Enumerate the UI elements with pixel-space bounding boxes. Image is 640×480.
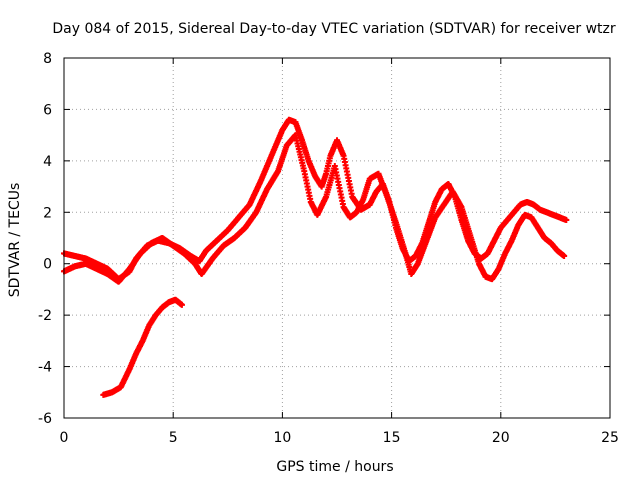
y-tick-label: -4: [38, 360, 52, 376]
ticks: 0 5 10 15 20 25 -6 -4 -2 0 2 4 6 8: [38, 51, 619, 446]
x-tick-label: 25: [601, 430, 619, 446]
y-axis-label: SDTVAR / TECUs: [7, 183, 23, 298]
data-points: [61, 116, 570, 398]
chart-title: Day 084 of 2015, Sidereal Day-to-day VTE…: [52, 21, 616, 37]
x-tick-label: 10: [273, 430, 291, 446]
data-point: [561, 253, 568, 259]
series-track-3: [100, 296, 185, 398]
x-axis-label: GPS time / hours: [276, 459, 393, 475]
series-track-2: [61, 132, 568, 285]
x-tick-label: 0: [60, 430, 69, 446]
y-tick-label: 4: [43, 154, 52, 170]
y-tick-label: -6: [38, 411, 52, 427]
grid: [64, 58, 610, 418]
y-tick-label: -2: [38, 308, 52, 324]
data-point: [178, 301, 185, 308]
plot-frame: [63, 57, 611, 419]
y-tick-label: 8: [43, 51, 52, 67]
x-tick-label: 20: [492, 430, 510, 446]
y-tick-label: 6: [43, 102, 52, 118]
x-tick-label: 15: [383, 430, 401, 446]
x-tick-label: 5: [169, 430, 178, 446]
y-tick-label: 2: [43, 205, 52, 221]
data-point: [563, 217, 570, 223]
y-tick-label: 0: [43, 257, 52, 273]
